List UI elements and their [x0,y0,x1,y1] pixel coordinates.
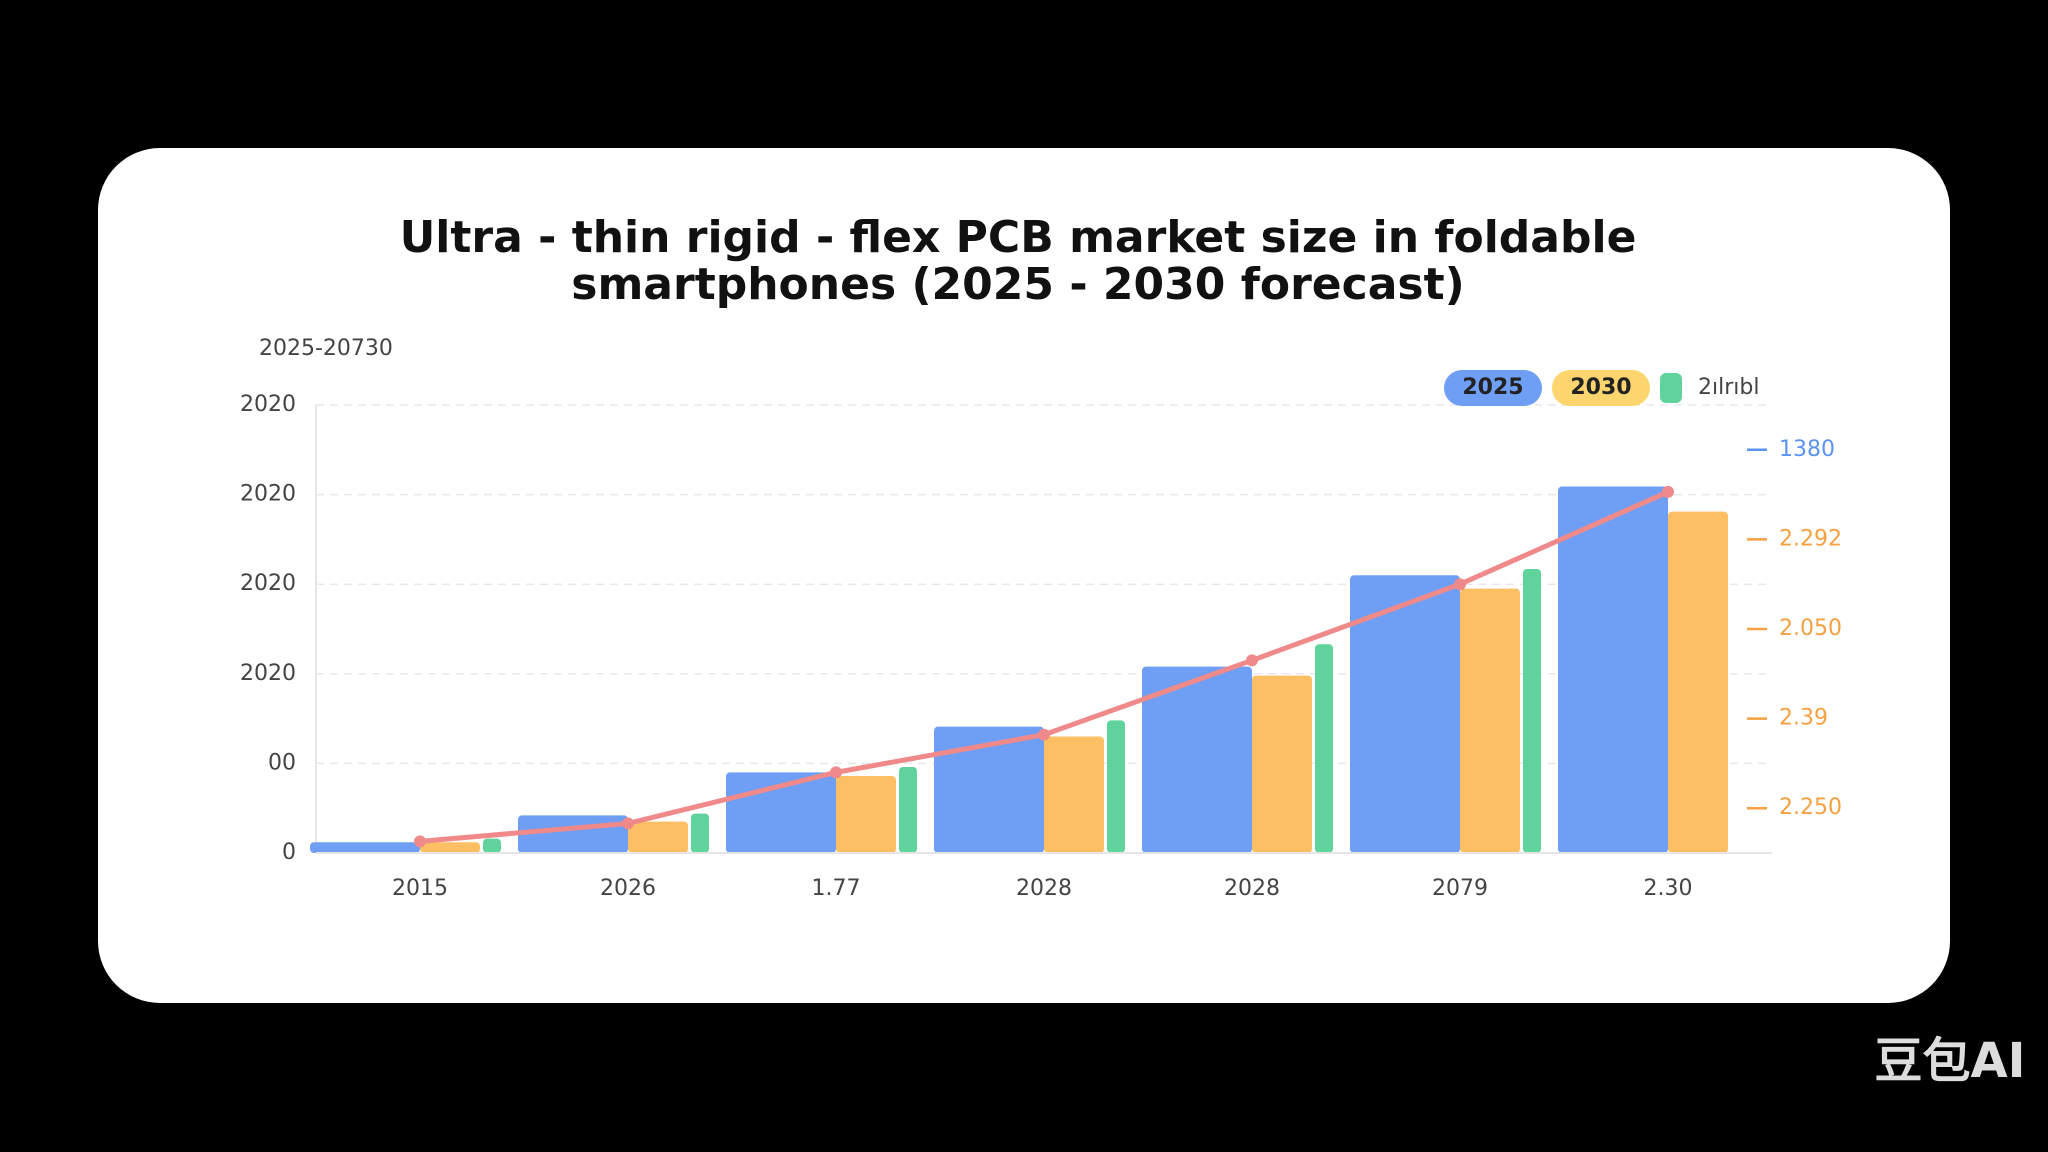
bar [1668,511,1728,853]
bar [1252,675,1312,853]
legend-pill [1552,370,1650,406]
bar [1107,720,1125,853]
chart-title: Ultra - thin rigid - flex PCB market siz… [400,212,1637,263]
line-point [1246,654,1258,667]
x-tick-label: 2028 [1224,876,1280,901]
bar [1315,644,1333,853]
bar [628,821,688,853]
legend-pill [1444,370,1542,406]
legend-label: 2030 [1570,375,1631,400]
bar [691,813,709,853]
y2-tick-label: 2.050 [1779,616,1842,641]
bar [420,842,480,853]
chart-title: smartphones (2025 - 2030 forecast) [571,259,1464,310]
line-point [622,817,634,830]
bar [1044,736,1104,853]
line-point [1662,485,1674,498]
line-point [1038,728,1050,741]
bar [934,726,1044,853]
x-tick-label: 2028 [1016,876,1072,901]
bar [836,775,896,853]
y2-tick-label: 2.250 [1779,795,1842,820]
y-tick-label: 00 [268,750,296,775]
bar [518,815,628,853]
x-tick-label: 2.30 [1644,876,1693,901]
y-tick-label: 0 [282,840,296,865]
y2-tick-label: 2.292 [1779,526,1842,551]
bar [310,842,420,853]
bar [899,766,917,853]
y-tick-label: 2020 [240,571,296,596]
line-point [1454,578,1466,591]
x-tick-label: 2015 [392,876,448,901]
legend-label: 2025 [1462,375,1523,400]
x-tick-label: 2079 [1432,876,1488,901]
subtitle: 2025-20730 [259,336,393,361]
y2-tick-label: 2.39 [1779,706,1828,731]
bar [1350,575,1460,853]
x-tick-label: 1.77 [812,876,861,901]
x-tick-label: 2026 [600,876,656,901]
y2-tick-label: 1380 [1779,437,1835,462]
legend-swatch [1660,373,1682,403]
legend-label: 2ılrıbl [1698,375,1759,400]
y-tick-label: 2020 [240,482,296,507]
line-point [830,766,842,779]
bar [1460,588,1520,853]
y-tick-label: 2020 [240,392,296,417]
watermark: 豆包AI [1874,1033,2025,1089]
bar [1523,568,1541,853]
bar [1558,486,1668,853]
y-tick-label: 2020 [240,661,296,686]
line-point [414,835,426,848]
bar [483,838,501,853]
bar [1142,666,1252,853]
